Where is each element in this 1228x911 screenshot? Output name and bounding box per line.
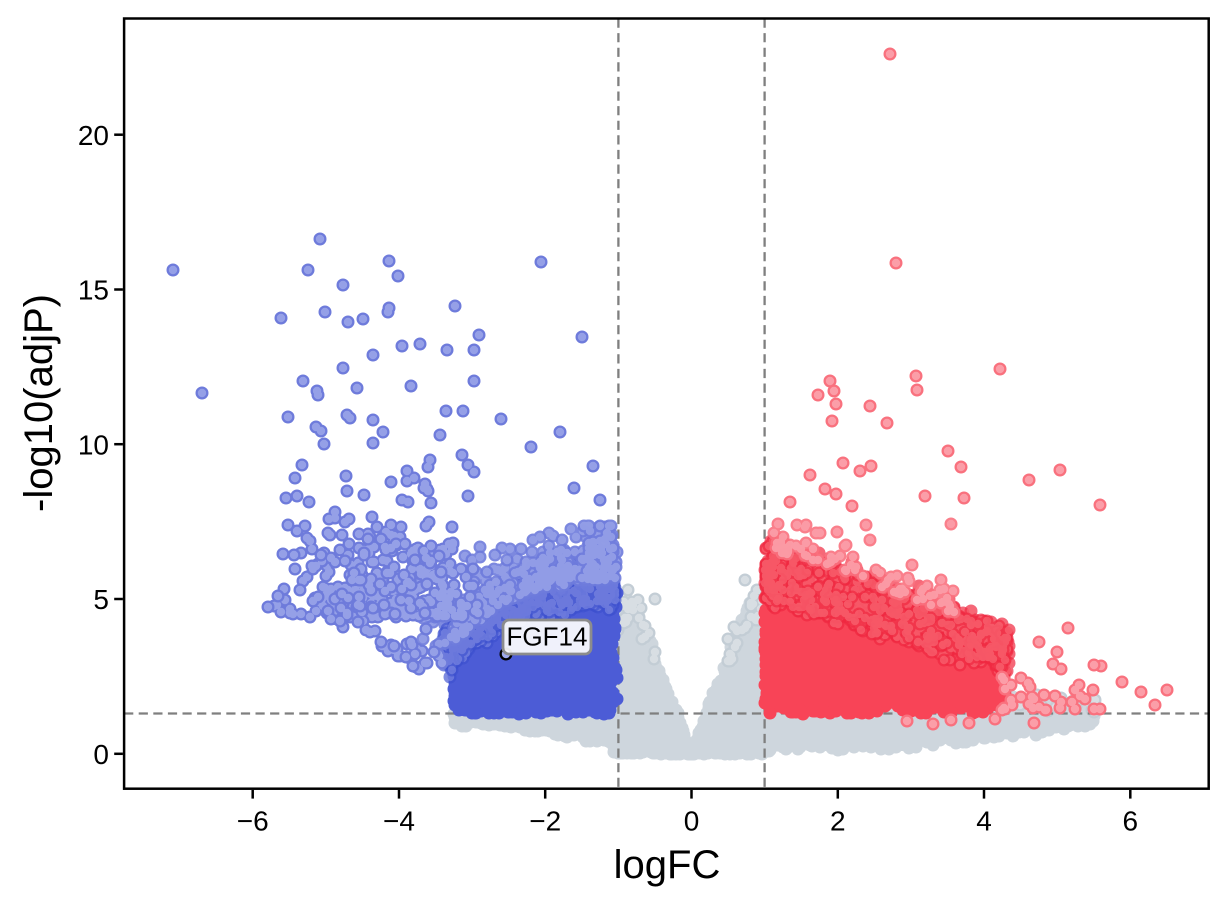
svg-text:FGF14: FGF14 bbox=[507, 622, 588, 652]
svg-text:−6: −6 bbox=[237, 806, 269, 837]
svg-text:−4: −4 bbox=[383, 806, 415, 837]
svg-text:20: 20 bbox=[78, 120, 109, 151]
svg-text:4: 4 bbox=[976, 806, 992, 837]
svg-text:-log10(adjP): -log10(adjP) bbox=[17, 294, 61, 512]
svg-text:5: 5 bbox=[93, 584, 109, 615]
svg-text:10: 10 bbox=[78, 429, 109, 460]
svg-text:logFC: logFC bbox=[614, 843, 721, 887]
svg-text:6: 6 bbox=[1123, 806, 1139, 837]
svg-text:0: 0 bbox=[93, 739, 109, 770]
svg-text:−2: −2 bbox=[529, 806, 561, 837]
svg-text:15: 15 bbox=[78, 275, 109, 306]
svg-text:0: 0 bbox=[684, 806, 700, 837]
svg-text:2: 2 bbox=[830, 806, 846, 837]
